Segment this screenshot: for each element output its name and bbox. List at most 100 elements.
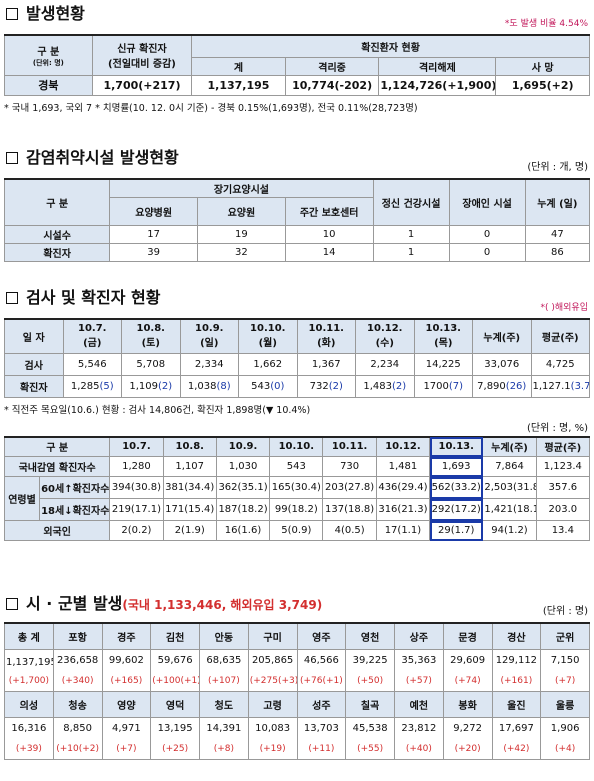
header-cell: 10.9. (일) (179, 318, 239, 354)
region-change: (+55) (345, 739, 395, 760)
header-cell: 10.7. (109, 436, 164, 457)
region-change: (+39) (4, 739, 54, 760)
header-cell: 누계 (일) (524, 178, 591, 226)
unit: (단위 : 명, %) (527, 422, 588, 434)
overseas-count: (8) (216, 380, 231, 392)
cell: 1,038(8) (179, 374, 239, 398)
row-label: 연령별 (3, 476, 41, 521)
cell: 1,693 (429, 456, 484, 477)
case-count: 1700 (423, 380, 449, 392)
date: 10.9. (195, 323, 224, 335)
region-total: 8,850 (52, 716, 103, 739)
cell: 2,503(31.8) (482, 476, 537, 499)
region-name: 김천 (150, 622, 200, 650)
header-cell: 사 망 (495, 56, 590, 76)
cell: 1,030 (215, 456, 271, 477)
section-regions: 시 · 군별 발생(국내 1,133,446, 해외유입 3,749) (단위 … (4, 592, 590, 760)
row-label: 60세↑확진자수(%) (39, 476, 111, 499)
header-cell: 10.8. (토) (121, 318, 181, 354)
footnote: * 국내 1,693, 국외 7 * 치명률(10. 12. 0시 기준) - … (4, 102, 418, 114)
header-cell: 구 분 (3, 178, 111, 226)
region-name: 군위 (540, 622, 590, 650)
header-cell: 계 (191, 56, 286, 76)
region-total: 205,865 (247, 648, 298, 671)
region-total: 45,538 (345, 716, 395, 739)
cell: 14,225 (413, 352, 473, 376)
title-text: 발생현황 (26, 4, 85, 23)
case-count: 732 (309, 380, 329, 392)
region-name: 안동 (199, 622, 249, 650)
cell: 시설수 (3, 224, 111, 244)
cell: 86 (524, 242, 591, 262)
region-name: 성주 (296, 690, 347, 718)
header-cell: 10.7. (금) (62, 318, 122, 354)
header-cell: 평균(주) (530, 318, 590, 354)
cell: 확진자 (3, 242, 111, 262)
section-title: 발생현황 (4, 2, 590, 26)
case-count: 7,890 (477, 380, 506, 392)
cell: 7,890(26) (472, 374, 532, 398)
table-row: 16,316 8,850 4,971 13,195 14,391 10,083 13,703… (4, 716, 590, 739)
region-change: (+100(+1) (150, 671, 200, 692)
region-total: 4,971 (101, 716, 152, 739)
region-name: 영주 (296, 622, 347, 650)
subtitle: (국내 1,133,446, 해외유입 3,749) (122, 598, 323, 612)
region-change: (+10(+2) (52, 739, 103, 760)
header-cell: 장기요양시설 (109, 178, 374, 198)
table-row: 1,137,195명236,65899,60259,67668,635205,8… (4, 648, 590, 671)
header-cell: 10.10. (월) (238, 318, 298, 354)
cell: 4(0.5) (322, 520, 377, 541)
table-row: 경북 1,700(+217) 1,137,195 10,774(-202) 1,124,… (4, 74, 590, 96)
region-name: 포항 (52, 622, 103, 650)
age-table: 구 분 10.7. 10.8. 10.9. 10.10. 10.11. 10.12. 10.1… (3, 435, 591, 541)
region-total: 39,225 (345, 648, 395, 671)
cell: 4,725 (530, 352, 590, 376)
cell: 203(27.8) (322, 476, 377, 499)
overseas-count: (7) (448, 380, 464, 392)
cell: 1 (372, 242, 450, 262)
region-total: 14,391 (199, 716, 249, 739)
region-total: 236,658 (52, 648, 103, 671)
table-row: 검사 5,546 5,708 2,334 1,662 1,367 2,234 14,225 33… (4, 352, 590, 376)
region-name: 예천 (394, 690, 444, 718)
row-label: 18세↓확진자수(%) (39, 498, 111, 521)
region-name: 칠곡 (345, 690, 395, 718)
cell: 2,334 (179, 352, 239, 376)
region-name: 고령 (247, 690, 298, 718)
region-name: 구미 (247, 622, 298, 650)
table-row: 총 계 포항 경주 김천 안동 구미 영주 영천 상주 문경 경산 군위 (4, 622, 590, 650)
region-total: 29,609 (442, 648, 493, 671)
weekday: (월) (258, 338, 277, 350)
header-cell: 10.13. (429, 436, 484, 457)
region-total: 23,812 (394, 716, 444, 739)
table-row: 구 분 10.7. 10.8. 10.9. 10.10. 10.11. 10.12. 10.1… (3, 436, 591, 457)
overseas-count: (26) (505, 380, 527, 392)
header-cell: 평균(주) (535, 436, 591, 457)
overseas-count: (0) (270, 380, 285, 392)
cell: 357.6 (535, 476, 591, 499)
weekday: (일) (200, 338, 219, 350)
title-text: 감염취약시설 발생현황 (26, 148, 179, 167)
cell: 94(1.2) (482, 520, 537, 541)
region-change: (+7) (540, 671, 590, 692)
row-label: 외국인 (3, 520, 111, 541)
outbreak-table: 구 분 (단위: 명) 신규 확진자 (전일대비 증감) 확진환자 현황 계 격리중 격… (4, 34, 590, 96)
header-cell: 요양원 (197, 196, 286, 226)
cell: 562(33.2) (429, 476, 484, 499)
date: 10.13. (425, 323, 461, 335)
weekday: (목) (434, 338, 453, 350)
table-row: 18세↓확진자수(%)219(17.1)171(15.4)187(18.2)99… (5, 498, 591, 521)
overseas-count: (2) (391, 380, 407, 392)
header-cell: 10.11. (화) (296, 318, 356, 354)
section-title: 검사 및 확진자 현황 (4, 286, 590, 310)
cell: 16(1.6) (215, 520, 271, 541)
cell: 436(29.4) (375, 476, 431, 499)
region-total: 7,150 (540, 648, 590, 671)
overseas-count: (2) (157, 380, 173, 392)
weekday: (토) (141, 338, 160, 350)
region-total: 99,602 (101, 648, 152, 671)
table-row: 확진자 39 32 14 1 0 86 (3, 242, 591, 262)
header-cell: 격리해제 (378, 56, 497, 76)
region-name: 청송 (52, 690, 103, 718)
region-name: 영덕 (150, 690, 200, 718)
